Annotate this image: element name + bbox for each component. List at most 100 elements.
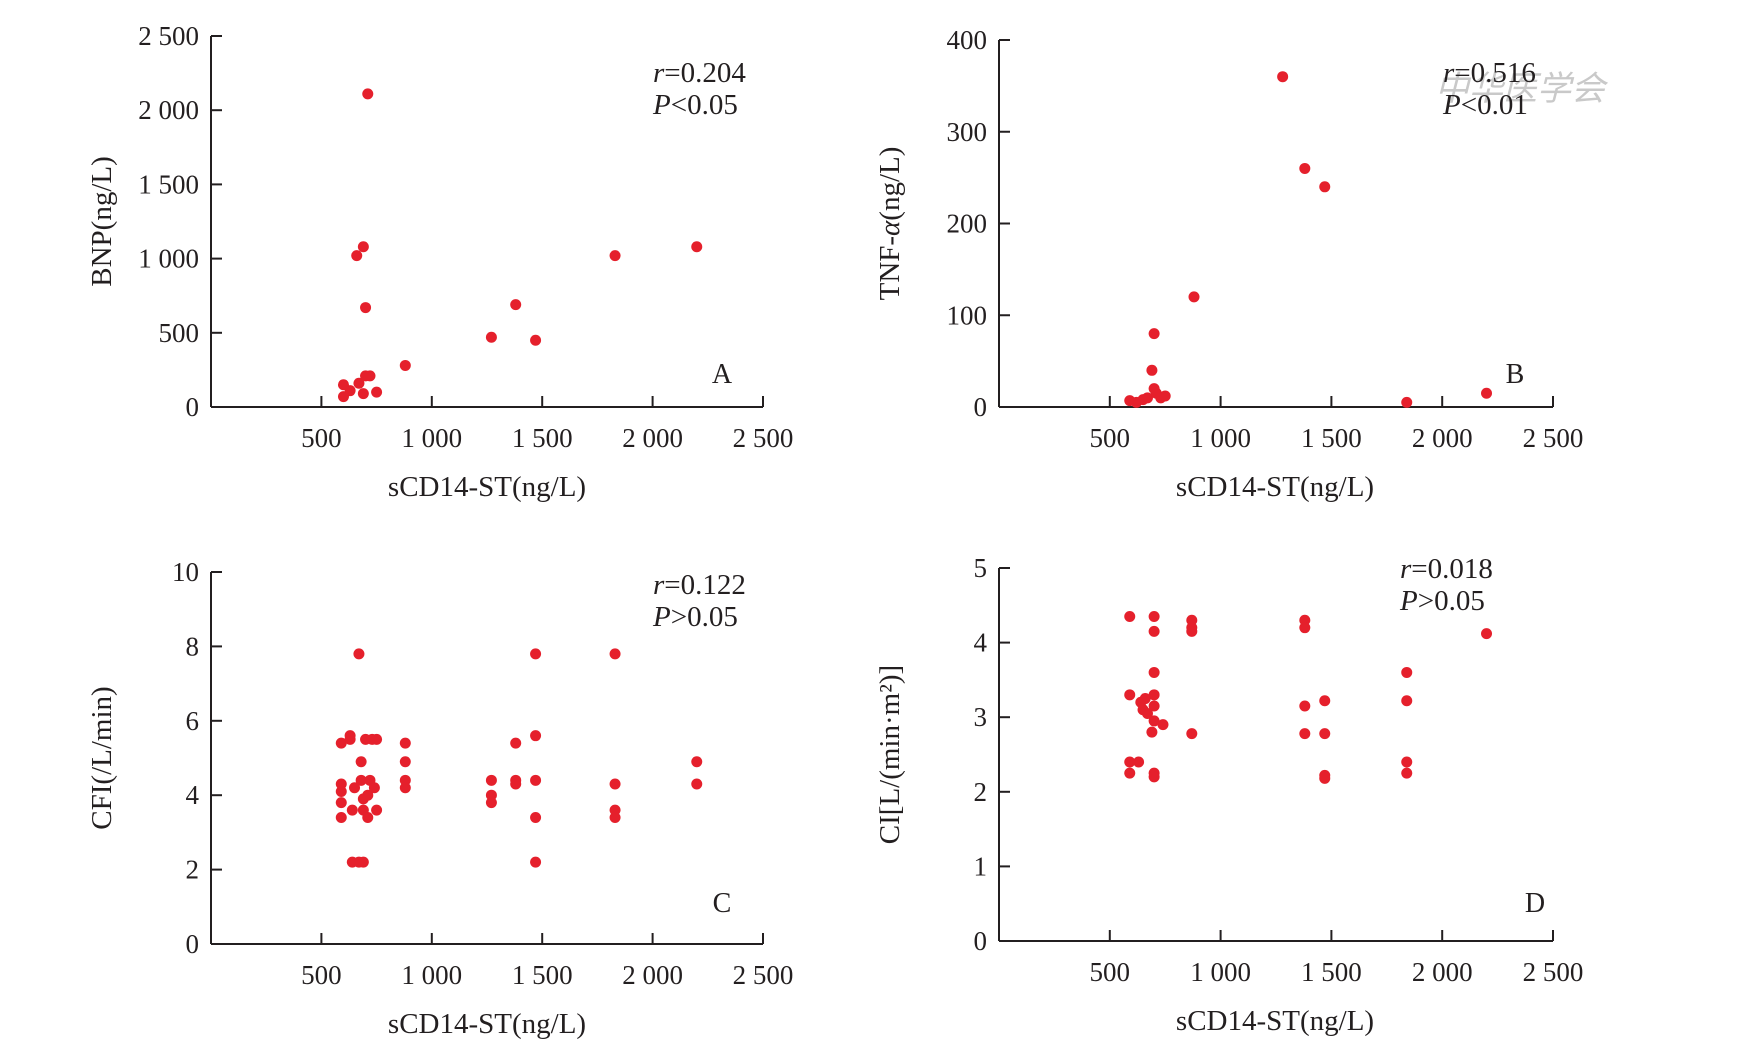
y-tick-label: 2	[186, 855, 200, 885]
panel-letter: C	[713, 888, 732, 919]
data-point	[1401, 767, 1413, 779]
x-tick-label: 2 000	[622, 423, 683, 453]
data-point	[364, 370, 376, 382]
data-point	[357, 388, 369, 400]
data-point	[1277, 71, 1289, 83]
r-statistic: r=0.122	[653, 569, 746, 601]
panel-letter: D	[1525, 888, 1545, 919]
y-tick-label: 0	[186, 929, 200, 959]
y-tick-label: 6	[186, 706, 200, 736]
y-tick-label: 3	[974, 702, 988, 732]
panel-A: 0 500 1 000 1 500 2 000 2 500 500 1 000 1 500 2 0…	[86, 21, 793, 503]
data-point	[530, 730, 542, 742]
data-point	[1148, 666, 1160, 678]
data-point	[1148, 771, 1160, 783]
data-point	[1401, 695, 1413, 707]
data-point	[1319, 181, 1331, 193]
y-axis-label: CI[L/(min·m²)]	[874, 665, 906, 844]
y-tick-label: 2 500	[138, 21, 199, 51]
data-point	[344, 733, 356, 745]
watermark: 中华医学会	[1435, 69, 1609, 109]
y-tick-label: 1 500	[138, 169, 199, 199]
y-tick-label: 2 000	[138, 95, 199, 125]
data-point	[368, 782, 380, 794]
y-tick-label: 4	[186, 780, 200, 810]
data-point	[1148, 700, 1160, 712]
data-point	[1141, 392, 1153, 404]
data-point	[530, 334, 542, 346]
data-point	[609, 812, 621, 824]
panel-B: 0 100 200 300 400 500 1 000 1 500 2 000 2 500 sCD1…	[874, 25, 1583, 503]
data-point	[351, 250, 363, 262]
p-statistic: P<0.05	[652, 89, 738, 121]
y-tick-label: 8	[186, 631, 200, 661]
x-tick-label: 2 000	[1412, 423, 1473, 453]
data-point	[1148, 625, 1160, 637]
data-point	[510, 737, 522, 749]
p-statistic: P>0.05	[652, 601, 738, 633]
x-tick-label: 2 500	[733, 423, 794, 453]
data-point	[691, 756, 703, 768]
data-point	[371, 804, 383, 816]
data-point	[1401, 396, 1413, 408]
data-point	[1124, 610, 1136, 622]
data-point	[357, 856, 369, 868]
data-point	[362, 812, 374, 824]
data-point	[355, 774, 367, 786]
data-point	[1401, 756, 1413, 768]
y-tick-label: 10	[172, 557, 199, 587]
x-tick-label: 1 000	[1190, 423, 1251, 453]
data-point	[1319, 772, 1331, 784]
x-tick-label: 2 500	[733, 960, 794, 990]
data-point	[335, 785, 347, 797]
data-point	[1481, 387, 1493, 399]
data-point	[371, 386, 383, 398]
data-point	[1141, 707, 1153, 719]
y-tick-label: 1	[974, 851, 988, 881]
y-tick-label: 5	[974, 553, 988, 583]
x-tick-label: 500	[301, 960, 342, 990]
data-point	[609, 778, 621, 790]
r-statistic: r=0.018	[1400, 553, 1493, 585]
data-point	[360, 302, 372, 314]
data-point	[399, 737, 411, 749]
data-point	[399, 756, 411, 768]
y-tick-label: 1 000	[138, 244, 199, 274]
y-tick-label: 200	[947, 209, 988, 239]
x-tick-label: 1 000	[401, 960, 462, 990]
data-point	[1299, 622, 1311, 634]
data-point	[1188, 291, 1200, 303]
y-axis-label: BNP(ng/L)	[86, 156, 118, 287]
data-point	[1401, 666, 1413, 678]
data-point	[357, 241, 369, 253]
y-tick-label: 400	[947, 25, 988, 55]
y-axis-label: CFI(/L/min)	[86, 686, 118, 829]
data-point	[349, 782, 361, 794]
data-point	[1159, 390, 1171, 402]
data-point	[1146, 726, 1158, 738]
y-tick-label: 4	[974, 628, 988, 658]
data-point	[399, 782, 411, 794]
data-point	[362, 789, 374, 801]
data-point	[362, 88, 374, 100]
x-tick-label: 1 500	[1301, 957, 1362, 987]
x-axis-label: sCD14-ST(ng/L)	[1176, 471, 1374, 503]
data-point	[691, 241, 703, 253]
data-point	[353, 377, 365, 389]
data-point	[1148, 689, 1160, 701]
y-tick-label: 300	[947, 117, 988, 147]
data-point	[530, 648, 542, 660]
data-point	[355, 756, 367, 768]
p-statistic: P<0.01	[1442, 89, 1528, 121]
r-statistic: r=0.516	[1443, 57, 1536, 89]
data-point	[530, 774, 542, 786]
x-tick-label: 1 500	[512, 960, 573, 990]
x-tick-label: 1 000	[401, 423, 462, 453]
data-point	[344, 385, 356, 397]
x-tick-label: 2 500	[1523, 957, 1584, 987]
x-tick-label: 500	[1090, 423, 1131, 453]
data-point	[1299, 162, 1311, 174]
data-point	[1481, 628, 1493, 640]
data-point	[335, 737, 347, 749]
data-point	[530, 812, 542, 824]
